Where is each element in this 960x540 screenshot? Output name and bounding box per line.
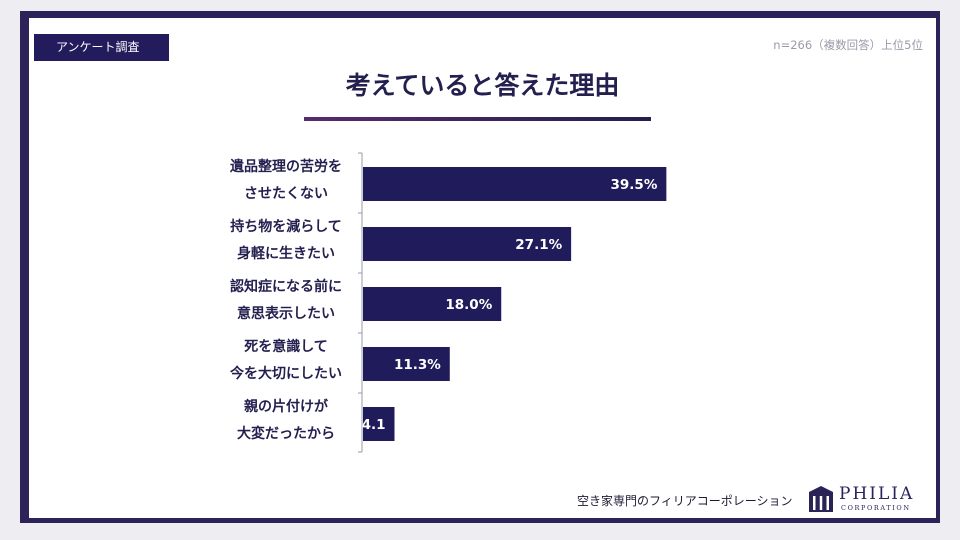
- category-label: させたくない: [244, 186, 328, 202]
- category-label: 親の片付けが: [244, 398, 329, 415]
- bar: [363, 287, 502, 321]
- category-label: 遺品整理の苦労を: [230, 158, 342, 175]
- philia-logo-icon: [809, 486, 833, 512]
- category-label: 死を意識して: [243, 338, 328, 355]
- bar-value-label: 11.3%: [394, 357, 441, 373]
- bar: [363, 227, 572, 261]
- category-label: 身軽に生きたい: [237, 245, 335, 262]
- bar-value-label: 27.1%: [515, 237, 562, 253]
- bar: [363, 347, 450, 381]
- title-underline: [304, 117, 651, 121]
- brand-name: PHILIA: [839, 484, 915, 504]
- footer-company-text: 空き家専門のフィリアコーポレーション: [577, 494, 793, 508]
- chart-title: 考えていると答えた理由: [345, 71, 620, 100]
- category-label: 持ち物を減らして: [230, 218, 342, 235]
- brand-subtitle: CORPORATION: [841, 504, 911, 512]
- bar-value-label: 39.5%: [611, 177, 658, 193]
- bar-value-label: 4.1: [362, 417, 386, 433]
- category-label: 意思表示したい: [237, 305, 335, 322]
- bar: [363, 167, 667, 201]
- slide: アンケート調査 n=266（複数回答）上位5位 考えていると答えた理由 39.5…: [29, 18, 936, 518]
- survey-tag: アンケート調査: [34, 34, 169, 61]
- bar-value-label: 18.0%: [445, 297, 492, 313]
- bar: [363, 407, 395, 441]
- category-label: 今を大切にしたい: [229, 365, 342, 382]
- category-label: 大変だったから: [237, 425, 335, 442]
- category-label: 認知症になる前に: [230, 278, 342, 295]
- sample-note: n=266（複数回答）上位5位: [773, 38, 923, 52]
